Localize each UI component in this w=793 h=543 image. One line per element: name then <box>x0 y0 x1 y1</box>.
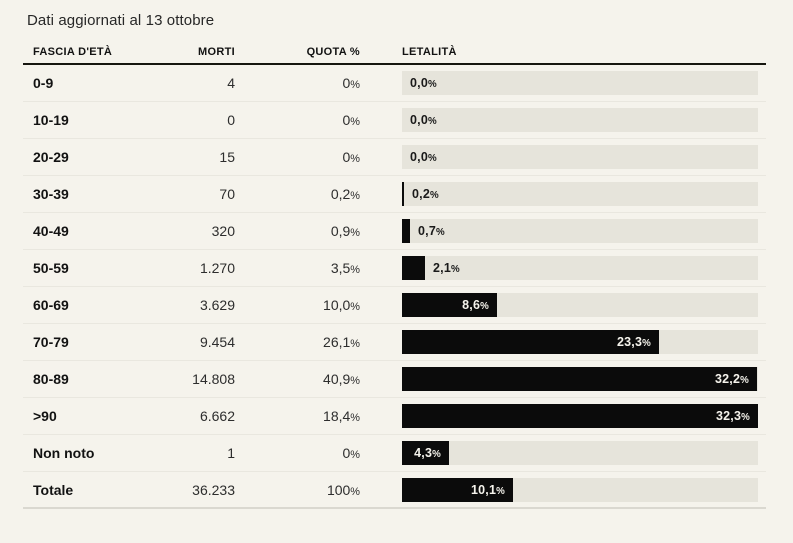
page-title: Dati aggiornati al 13 ottobre <box>27 12 215 29</box>
table-header-row: FASCIA D'ETÀ MORTI QUOTA % LETALITÀ <box>23 40 766 65</box>
column-header-quota: QUOTA % <box>306 46 360 58</box>
share-value: 10,0% <box>323 297 360 313</box>
table-row: 0-9 4 0% 0,0% <box>23 65 766 102</box>
table-row: >90 6.662 18,4% 32,3% <box>23 398 766 435</box>
letalita-bar-track: 10,1% <box>402 478 758 502</box>
letalita-bar-track: 0,0% <box>402 145 758 169</box>
share-value: 26,1% <box>323 334 360 350</box>
age-group-label: 0-9 <box>33 75 54 91</box>
deaths-value: 4 <box>227 75 235 91</box>
letalita-bar-label: 32,2% <box>714 372 749 386</box>
letalita-bar-fill <box>402 330 659 354</box>
letalita-bar-label: 0,2% <box>412 187 439 201</box>
share-value: 0,2% <box>330 186 360 202</box>
letalita-bar-track: 8,6% <box>402 293 758 317</box>
letalita-bar-label: 0,7% <box>418 224 445 238</box>
letalita-bar-track: 0,0% <box>402 108 758 132</box>
share-value: 40,9% <box>323 371 360 387</box>
age-group-label: 10-19 <box>33 112 69 128</box>
letalita-bar-fill <box>402 367 757 391</box>
letalita-bar-label: 4,3% <box>414 446 441 460</box>
letalita-bar-label: 32,3% <box>715 409 750 423</box>
letalita-bar-label: 10,1% <box>470 483 505 497</box>
table-row: 10-19 0 0% 0,0% <box>23 102 766 139</box>
letalita-bar-label: 8,6% <box>462 298 489 312</box>
table-row: 70-79 9.454 26,1% 23,3% <box>23 324 766 361</box>
table-row: 80-89 14.808 40,9% 32,2% <box>23 361 766 398</box>
deaths-value: 15 <box>219 149 235 165</box>
letalita-bar-label: 0,0% <box>410 113 437 127</box>
table-body: 0-9 4 0% 0,0% 10-19 0 0% 0,0% 20-29 15 0… <box>23 65 766 509</box>
letalita-bar-fill <box>402 404 758 428</box>
letalita-bar-track: 23,3% <box>402 330 758 354</box>
table-row: 30-39 70 0,2% 0,2% <box>23 176 766 213</box>
share-value: 0% <box>342 445 361 461</box>
age-group-label: 20-29 <box>33 149 69 165</box>
age-group-label: 50-59 <box>33 260 69 276</box>
share-value: 18,4% <box>323 408 360 424</box>
letalita-bar-fill <box>402 293 497 317</box>
column-header-fascia: FASCIA D'ETÀ <box>33 46 113 58</box>
letalita-bar-fill <box>402 441 449 465</box>
deaths-value: 36.233 <box>192 482 235 498</box>
letalita-bar-label: 0,0% <box>410 76 437 90</box>
column-header-morti: MORTI <box>198 46 235 58</box>
deaths-value: 3.629 <box>199 297 235 313</box>
table-row: 20-29 15 0% 0,0% <box>23 139 766 176</box>
share-value: 100% <box>326 482 360 498</box>
deaths-value: 0 <box>227 112 235 128</box>
share-value: 0% <box>342 112 361 128</box>
table-row: Totale 36.233 100% 10,1% <box>23 472 766 509</box>
letalita-bar-fill <box>402 478 513 502</box>
deaths-value: 14.808 <box>192 371 235 387</box>
share-value: 0% <box>342 149 361 165</box>
column-header-letalita: LETALITÀ <box>402 46 457 58</box>
letalita-bar-track: 0,7% <box>402 219 758 243</box>
table-row: 60-69 3.629 10,0% 8,6% <box>23 287 766 324</box>
age-group-label: 30-39 <box>33 186 69 202</box>
deaths-value: 6.662 <box>199 408 235 424</box>
deaths-value: 1.270 <box>199 260 235 276</box>
age-group-label: 70-79 <box>33 334 69 350</box>
age-group-label: 60-69 <box>33 297 69 313</box>
letalita-bar-track: 4,3% <box>402 441 758 465</box>
age-group-label: 40-49 <box>33 223 69 239</box>
letalita-bar-track: 32,3% <box>402 404 758 428</box>
letalita-bar-track: 0,2% <box>402 182 758 206</box>
share-value: 3,5% <box>330 260 360 276</box>
letalita-bar-label: 0,0% <box>410 150 437 164</box>
deaths-value: 9.454 <box>199 334 235 350</box>
deaths-value: 70 <box>219 186 235 202</box>
letalita-bar-track: 2,1% <box>402 256 758 280</box>
letalita-bar-label: 23,3% <box>616 335 651 349</box>
letalita-bar-fill <box>402 182 404 206</box>
age-group-label: >90 <box>33 408 57 424</box>
letalita-bar-track: 0,0% <box>402 71 758 95</box>
share-value: 0,9% <box>330 223 360 239</box>
age-group-label: Non noto <box>33 445 95 461</box>
letalita-bar-fill <box>402 256 425 280</box>
deaths-value: 1 <box>227 445 235 461</box>
age-group-label: Totale <box>33 482 74 498</box>
table-row: Non noto 1 0% 4,3% <box>23 435 766 472</box>
age-group-label: 80-89 <box>33 371 69 387</box>
letalita-bar-track: 32,2% <box>402 367 758 391</box>
mortality-table: FASCIA D'ETÀ MORTI QUOTA % LETALITÀ 0-9 … <box>23 40 766 509</box>
letalita-bar-fill <box>402 219 410 243</box>
share-value: 0% <box>342 75 361 91</box>
letalita-bar-label: 2,1% <box>433 261 460 275</box>
table-row: 40-49 320 0,9% 0,7% <box>23 213 766 250</box>
table-row: 50-59 1.270 3,5% 2,1% <box>23 250 766 287</box>
deaths-value: 320 <box>211 223 235 239</box>
